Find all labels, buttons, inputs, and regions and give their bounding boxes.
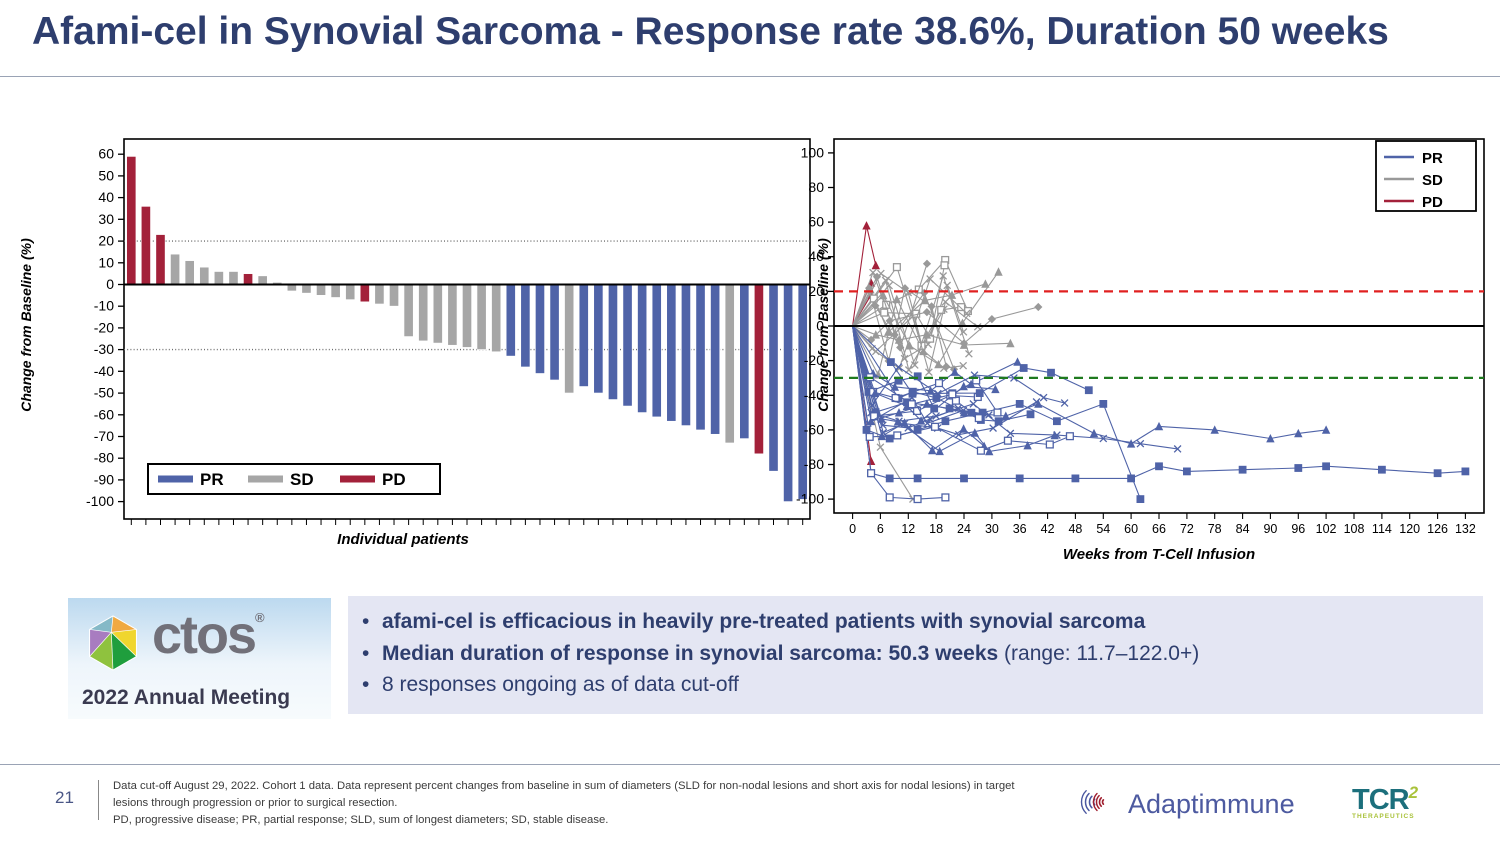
svg-text:0: 0 <box>106 276 114 292</box>
svg-text:-100: -100 <box>796 491 824 507</box>
svg-text:50: 50 <box>98 167 114 183</box>
svg-text:0: 0 <box>849 522 856 536</box>
svg-text:36: 36 <box>1013 522 1027 536</box>
svg-text:100: 100 <box>801 144 825 160</box>
svg-text:-90: -90 <box>94 471 114 487</box>
svg-text:132: 132 <box>1455 522 1476 536</box>
svg-text:84: 84 <box>1236 522 1250 536</box>
svg-text:10: 10 <box>98 254 114 270</box>
svg-text:SD: SD <box>290 470 314 489</box>
svg-text:60: 60 <box>98 146 114 162</box>
svg-text:24: 24 <box>957 522 971 536</box>
svg-text:12: 12 <box>901 522 915 536</box>
svg-text:PR: PR <box>200 470 224 489</box>
svg-text:30: 30 <box>98 211 114 227</box>
svg-text:60: 60 <box>1124 522 1138 536</box>
svg-text:-20: -20 <box>94 319 114 335</box>
svg-text:-30: -30 <box>94 341 114 357</box>
svg-text:96: 96 <box>1291 522 1305 536</box>
svg-text:-100: -100 <box>86 493 114 509</box>
svg-text:6: 6 <box>877 522 884 536</box>
svg-text:-70: -70 <box>94 428 114 444</box>
svg-text:-80: -80 <box>94 450 114 466</box>
svg-text:PD: PD <box>1422 194 1443 211</box>
svg-text:18: 18 <box>929 522 943 536</box>
svg-text:-60: -60 <box>94 406 114 422</box>
svg-text:66: 66 <box>1152 522 1166 536</box>
svg-text:114: 114 <box>1372 522 1392 536</box>
svg-text:PD: PD <box>382 470 406 489</box>
svg-text:72: 72 <box>1180 522 1194 536</box>
svg-text:78: 78 <box>1208 522 1222 536</box>
svg-text:-50: -50 <box>94 385 114 401</box>
svg-text:48: 48 <box>1068 522 1082 536</box>
svg-text:40: 40 <box>98 189 114 205</box>
svg-text:126: 126 <box>1427 522 1448 536</box>
svg-text:30: 30 <box>985 522 999 536</box>
svg-text:120: 120 <box>1399 522 1420 536</box>
svg-text:102: 102 <box>1316 522 1337 536</box>
svg-text:90: 90 <box>1263 522 1277 536</box>
svg-text:54: 54 <box>1096 522 1110 536</box>
svg-text:PR: PR <box>1422 150 1443 167</box>
svg-text:-80: -80 <box>804 456 824 472</box>
svg-text:80: 80 <box>808 179 824 195</box>
svg-text:-10: -10 <box>94 298 114 314</box>
svg-text:-40: -40 <box>94 363 114 379</box>
svg-text:20: 20 <box>98 233 114 249</box>
svg-text:108: 108 <box>1344 522 1365 536</box>
svg-text:42: 42 <box>1041 522 1055 536</box>
svg-text:SD: SD <box>1422 172 1443 189</box>
